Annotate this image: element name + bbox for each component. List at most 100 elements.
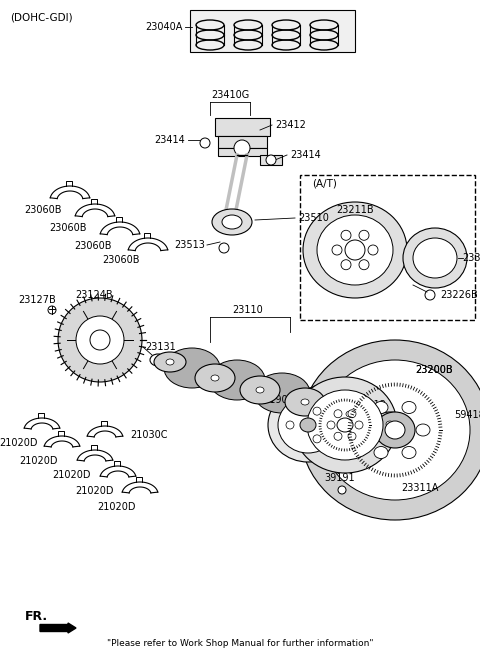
Ellipse shape: [211, 375, 219, 381]
Bar: [218, 136, 267, 148]
Text: 23414: 23414: [154, 135, 185, 145]
Bar: [190, 10, 355, 52]
Ellipse shape: [234, 140, 250, 156]
Ellipse shape: [212, 209, 252, 235]
Ellipse shape: [359, 260, 369, 270]
Ellipse shape: [285, 388, 325, 416]
Ellipse shape: [345, 240, 365, 260]
Text: 23513: 23513: [174, 240, 205, 250]
Ellipse shape: [154, 352, 186, 372]
Ellipse shape: [317, 215, 393, 285]
Ellipse shape: [334, 410, 342, 418]
Ellipse shape: [337, 418, 353, 432]
Ellipse shape: [348, 410, 356, 418]
Ellipse shape: [313, 435, 321, 443]
Ellipse shape: [58, 298, 142, 382]
Text: 23060B: 23060B: [74, 241, 112, 251]
Text: 23040A: 23040A: [145, 22, 183, 32]
Ellipse shape: [300, 340, 480, 520]
Text: 23127B: 23127B: [18, 295, 56, 305]
Text: 23200B: 23200B: [415, 365, 453, 375]
Ellipse shape: [90, 330, 110, 350]
Ellipse shape: [372, 412, 408, 436]
Ellipse shape: [286, 421, 294, 429]
Ellipse shape: [166, 359, 174, 365]
Ellipse shape: [200, 138, 210, 148]
Ellipse shape: [307, 390, 383, 460]
Ellipse shape: [385, 421, 405, 439]
Text: 23226B: 23226B: [440, 290, 478, 300]
Ellipse shape: [278, 397, 338, 453]
Ellipse shape: [268, 388, 348, 462]
Ellipse shape: [375, 412, 415, 448]
Ellipse shape: [416, 424, 430, 436]
Ellipse shape: [434, 474, 442, 482]
Text: "Please refer to Work Shop Manual for further information": "Please refer to Work Shop Manual for fu…: [107, 638, 373, 647]
Ellipse shape: [403, 228, 467, 288]
Text: (A/T): (A/T): [312, 178, 337, 188]
Ellipse shape: [332, 245, 342, 255]
Text: 23410G: 23410G: [211, 90, 249, 100]
Text: 59418: 59418: [454, 410, 480, 420]
Text: 21020D: 21020D: [0, 438, 38, 448]
Ellipse shape: [164, 348, 220, 388]
Ellipse shape: [355, 421, 363, 429]
Text: 23510: 23510: [298, 213, 329, 223]
Text: 21030C: 21030C: [130, 430, 168, 440]
Text: 23110: 23110: [233, 305, 264, 315]
Bar: [300, 175, 475, 320]
Text: 21020D: 21020D: [97, 502, 136, 512]
Ellipse shape: [266, 155, 276, 165]
Ellipse shape: [256, 387, 264, 393]
Text: 23412: 23412: [275, 120, 306, 130]
Ellipse shape: [303, 202, 407, 298]
Ellipse shape: [195, 364, 235, 392]
Ellipse shape: [334, 432, 342, 440]
Text: 21020D: 21020D: [20, 456, 58, 466]
Text: FR.: FR.: [25, 611, 48, 623]
Ellipse shape: [344, 398, 396, 434]
Ellipse shape: [293, 377, 397, 473]
Ellipse shape: [313, 407, 321, 415]
Ellipse shape: [209, 360, 265, 400]
Ellipse shape: [374, 401, 388, 413]
Ellipse shape: [368, 245, 378, 255]
Ellipse shape: [327, 421, 335, 429]
Text: (DOHC-GDI): (DOHC-GDI): [10, 13, 72, 23]
Ellipse shape: [76, 316, 124, 364]
Bar: [215, 118, 270, 136]
FancyArrow shape: [40, 623, 76, 633]
Ellipse shape: [402, 447, 416, 459]
Ellipse shape: [413, 238, 457, 278]
Ellipse shape: [330, 400, 370, 428]
Bar: [260, 155, 282, 165]
Ellipse shape: [359, 230, 369, 240]
Ellipse shape: [360, 424, 374, 436]
Ellipse shape: [348, 432, 356, 440]
Ellipse shape: [341, 230, 351, 240]
Ellipse shape: [374, 447, 388, 459]
Text: 23414: 23414: [290, 150, 321, 160]
Text: 23311A: 23311A: [401, 483, 439, 493]
Ellipse shape: [48, 306, 56, 314]
Ellipse shape: [299, 384, 355, 424]
Text: 23200B: 23200B: [415, 365, 453, 375]
Ellipse shape: [301, 399, 309, 405]
Ellipse shape: [341, 260, 351, 270]
Text: 23211B: 23211B: [336, 205, 374, 215]
Text: 23311B: 23311B: [462, 253, 480, 263]
Ellipse shape: [150, 354, 166, 366]
Ellipse shape: [338, 486, 346, 494]
Text: 39190A: 39190A: [258, 395, 295, 405]
Text: 23060B: 23060B: [24, 205, 62, 215]
Text: 23212: 23212: [355, 400, 386, 410]
Ellipse shape: [222, 215, 242, 229]
Ellipse shape: [320, 360, 470, 500]
Ellipse shape: [402, 401, 416, 413]
Bar: [218, 148, 267, 156]
Text: 23060B: 23060B: [103, 255, 140, 265]
Ellipse shape: [300, 418, 316, 432]
Text: 23131: 23131: [145, 342, 176, 352]
Text: 21020D: 21020D: [75, 486, 114, 496]
Text: 23060B: 23060B: [49, 223, 87, 233]
